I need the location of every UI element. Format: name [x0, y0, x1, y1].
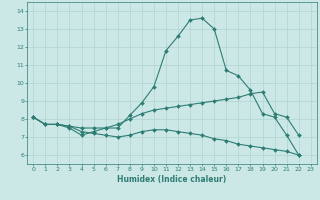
X-axis label: Humidex (Indice chaleur): Humidex (Indice chaleur)	[117, 175, 227, 184]
